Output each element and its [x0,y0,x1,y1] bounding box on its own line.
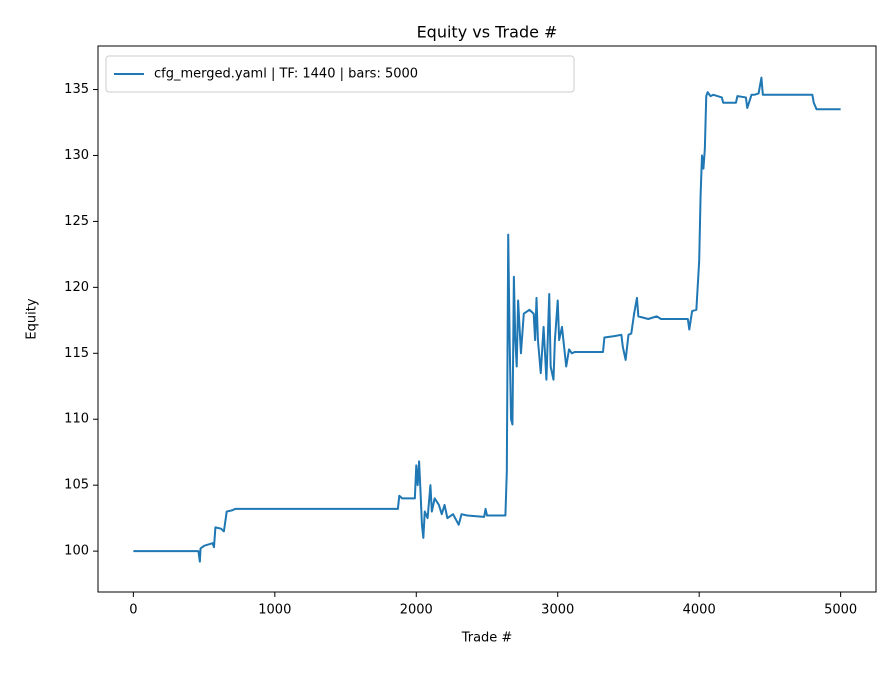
x-tick-label: 3000 [541,603,574,618]
y-tick-label: 110 [64,412,89,427]
x-tick-label: 4000 [683,603,716,618]
y-tick-label: 135 [64,82,89,97]
x-tick-label: 5000 [824,603,857,618]
y-axis-label: Equity [25,298,40,339]
y-tick-label: 100 [64,544,89,559]
y-tick-label: 130 [64,148,89,163]
plot-frame [97,45,877,593]
x-tick-label: 1000 [258,603,291,618]
x-tick-label: 2000 [400,603,433,618]
data-line [133,76,841,563]
chart-title: Equity vs Trade # [417,23,558,42]
legend-label: cfg_merged.yaml | TF: 1440 | bars: 5000 [154,67,418,82]
y-tick-label: 115 [64,346,89,361]
y-tick-label: 125 [64,214,89,229]
legend-box [105,55,575,93]
y-tick-label: 105 [64,478,89,493]
x-axis-label: Trade # [461,631,513,646]
y-tick-label: 120 [64,280,89,295]
x-tick-label: 0 [129,603,137,618]
